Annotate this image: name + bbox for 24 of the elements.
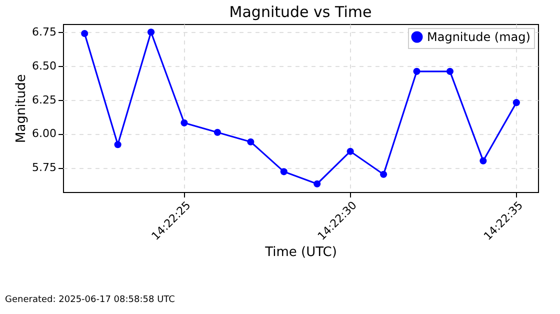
point (280, 168, 288, 176)
y-tick-label: 5.75 (32, 161, 56, 174)
point (380, 170, 388, 178)
point (413, 68, 420, 75)
chart-title: Magnitude vs Time (229, 3, 372, 21)
point (346, 148, 354, 155)
legend-label: Magnitude (mag) (427, 30, 530, 44)
point (147, 28, 155, 36)
y-tick-label: 6.50 (32, 60, 56, 72)
y-tick-label: 6.00 (32, 127, 56, 140)
point (114, 141, 122, 148)
point (180, 119, 188, 126)
point (480, 157, 487, 164)
text: Generated: 2025-06-17 08:58:58 UTC (5, 295, 175, 305)
point (314, 180, 321, 188)
point (247, 138, 254, 146)
y-tick-label: 6.75 (32, 26, 56, 39)
point (446, 68, 454, 75)
y-tick-label: 6.25 (32, 93, 56, 106)
point (81, 30, 88, 38)
point (214, 128, 221, 136)
point (512, 99, 520, 106)
x-axis-title: Time (UTC) (264, 245, 337, 260)
y-axis-title: Magnitude (14, 74, 30, 143)
